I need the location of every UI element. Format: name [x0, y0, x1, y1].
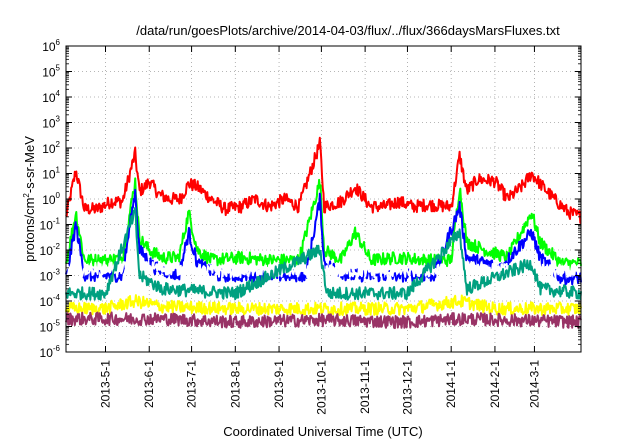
y-tick-label: 101 — [42, 166, 60, 182]
axis-ticks: 10-6 10-5 10-4 10-3 10-2 10-1 100 101 102 103 104 1… — [40, 38, 581, 415]
y-tick-label: 10-2 — [40, 242, 61, 258]
y-tick-label: 106 — [42, 38, 60, 54]
x-tick-label: 2013-9-1 — [272, 360, 286, 408]
y-tick-label: 10-3 — [40, 268, 61, 284]
y-tick-label: 100 — [42, 191, 60, 207]
series-group — [65, 136, 582, 330]
x-tick-label: 2013-8-1 — [228, 360, 242, 408]
x-tick-label: 2013-10-1 — [314, 360, 328, 415]
x-tick-label: 2014-1-1 — [444, 360, 458, 408]
y-tick-label: 10-1 — [40, 217, 61, 233]
series-line — [65, 206, 582, 301]
series-line — [65, 136, 582, 225]
chart-title: /data/run/goesPlots/archive/2014-04-03/f… — [136, 23, 560, 38]
y-tick-label: 10-4 — [40, 293, 61, 309]
y-tick-label: 102 — [42, 140, 60, 156]
series-line — [65, 294, 582, 316]
series-line — [65, 177, 582, 271]
x-tick-label: 2014-2-1 — [488, 360, 502, 408]
y-tick-label: 10-6 — [40, 344, 61, 360]
x-axis-label: Coordinated Universal Time (UTC) — [223, 424, 422, 439]
x-tick-label: 2013-11-1 — [358, 360, 372, 414]
x-tick-label: 2013-6-1 — [142, 360, 156, 408]
series-line — [65, 311, 582, 330]
y-axis-label: protons/cm2-s-sr-MeV — [22, 136, 37, 262]
y-tick-label: 103 — [42, 115, 60, 131]
x-tick-label: 2013-7-1 — [185, 360, 199, 408]
x-tick-label: 2013-12-1 — [400, 360, 414, 415]
x-tick-label: 2013-5-1 — [99, 360, 113, 408]
y-tick-label: 10-5 — [40, 319, 61, 335]
y-tick-label: 104 — [42, 89, 60, 105]
x-tick-label: 2014-3-1 — [527, 360, 541, 408]
y-tick-label: 105 — [42, 64, 60, 80]
